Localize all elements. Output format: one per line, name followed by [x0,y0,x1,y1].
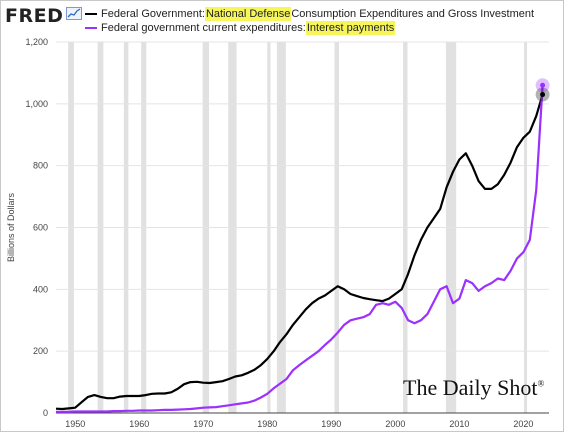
legend-interest-highlight: Interest payments [305,21,396,35]
x-tick-label: 2000 [385,419,405,429]
chart-line-icon [66,7,83,25]
daily-shot-watermark: The Daily Shot® [403,375,544,401]
x-tick-label: 2020 [513,419,533,429]
y-tick-label: 400 [33,284,48,294]
y-tick-label: 0 [43,408,48,418]
endpoint-marker-interest [540,82,546,88]
legend-swatch-interest [85,27,97,29]
legend: Federal Government: National Defense Con… [85,7,534,35]
series-line-interest [56,85,544,413]
watermark-text: The Daily Shot [403,375,538,400]
legend-interest-prefix: Federal government current expenditures: [101,22,306,34]
x-tick-label: 1950 [65,419,85,429]
legend-defense-highlight: National Defense [204,7,292,21]
fred-logo[interactable]: FRED [5,5,83,27]
y-tick-label: 1,200 [25,37,48,47]
legend-defense-prefix: Federal Government: [101,8,205,20]
legend-item-defense[interactable]: Federal Government: National Defense Con… [85,7,534,21]
series-line-defense [55,94,544,411]
y-tick-label: 800 [33,161,48,171]
y-axis-label: Billions of Dollars [6,192,16,262]
endpoint-marker-defense [540,92,546,98]
y-tick-label: 1,000 [25,99,48,109]
x-tick-label: 2010 [449,419,469,429]
x-tick-label: 1980 [257,419,277,429]
legend-item-interest[interactable]: Federal government current expenditures:… [85,21,534,35]
legend-swatch-defense [85,13,97,15]
x-tick-label: 1970 [193,419,213,429]
fred-logo-text: FRED [5,5,64,27]
y-tick-label: 600 [33,223,48,233]
registered-mark: ® [537,378,545,389]
y-tick-label: 200 [33,346,48,356]
x-tick-label: 1990 [321,419,341,429]
legend-defense-suffix: Consumption Expenditures and Gross Inves… [291,8,535,20]
x-tick-label: 1960 [129,419,149,429]
